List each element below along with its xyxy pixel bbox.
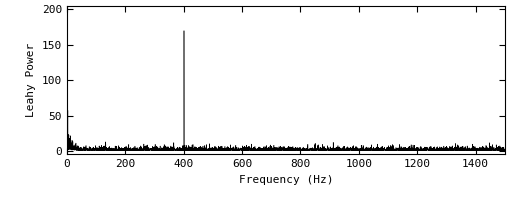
X-axis label: Frequency (Hz): Frequency (Hz): [238, 175, 333, 185]
Y-axis label: Leahy Power: Leahy Power: [26, 43, 36, 117]
